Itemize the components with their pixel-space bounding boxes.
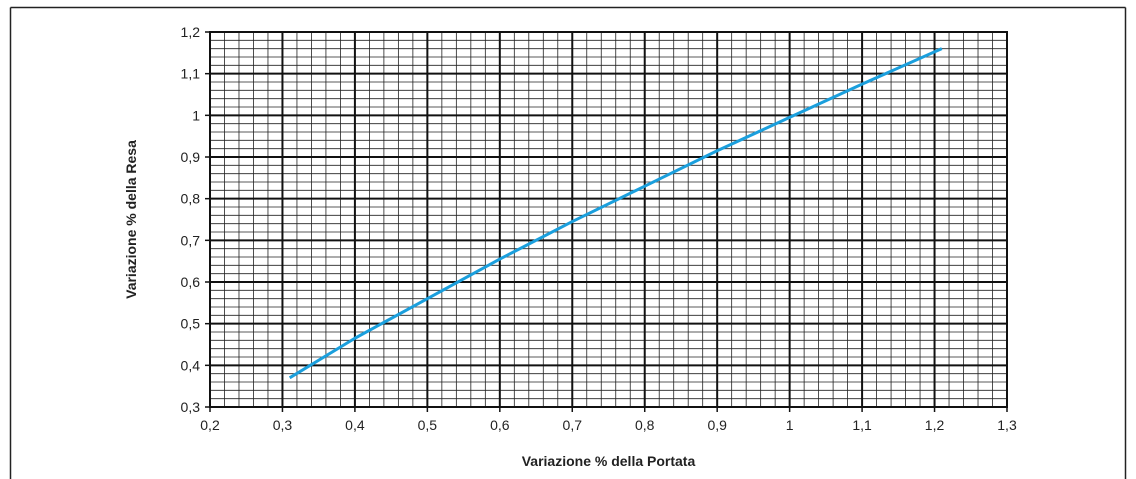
y-tick-label: 0,9 bbox=[181, 149, 201, 165]
x-tick-label: 0,9 bbox=[707, 417, 727, 433]
y-tick-label: 0,8 bbox=[181, 191, 201, 207]
plot-border bbox=[209, 31, 1008, 408]
x-tick-label: 1,3 bbox=[997, 417, 1017, 433]
series-layer bbox=[288, 47, 943, 380]
x-tick-label: 0,5 bbox=[418, 417, 438, 433]
x-tick-label: 0,2 bbox=[200, 417, 220, 433]
x-tick-label: 0,3 bbox=[273, 417, 293, 433]
x-tick-label: 0,7 bbox=[563, 417, 583, 433]
x-tick-labels: 0,2 0,3 0,4 0,5 0,6 0,7 0,8 0,9 1 1,1 1,2 1,3 bbox=[200, 417, 1017, 433]
series-line bbox=[288, 47, 943, 380]
y-tick-label: 0,7 bbox=[181, 232, 201, 248]
y-tick-label: 0,3 bbox=[181, 399, 201, 415]
y-tick-label: 0,6 bbox=[181, 274, 201, 290]
x-axis-title: Variazione % della Portata bbox=[522, 453, 696, 469]
y-axis-title: Variazione % della Resa bbox=[123, 140, 139, 299]
y-tick-label: 0,5 bbox=[181, 316, 201, 332]
minor-grid bbox=[210, 32, 1007, 407]
plot-area-border bbox=[209, 31, 1008, 408]
x-tick-label: 1 bbox=[786, 417, 794, 433]
x-tick-label: 1,1 bbox=[852, 417, 872, 433]
x-tick-label: 0,8 bbox=[635, 417, 655, 433]
x-tick-label: 0,4 bbox=[345, 417, 365, 433]
x-tick-label: 1,2 bbox=[925, 417, 945, 433]
y-tick-labels: 0,3 0,4 0,5 0,6 0,7 0,8 0,9 1 1,1 1,2 bbox=[181, 24, 201, 415]
x-tick-label: 0,6 bbox=[490, 417, 510, 433]
outer-border bbox=[9, 6, 1127, 479]
y-tick-label: 1,2 bbox=[181, 24, 201, 40]
y-tick-label: 1,1 bbox=[181, 66, 201, 82]
y-tick-label: 1 bbox=[192, 107, 200, 123]
y-tick-label: 0,4 bbox=[181, 357, 201, 373]
